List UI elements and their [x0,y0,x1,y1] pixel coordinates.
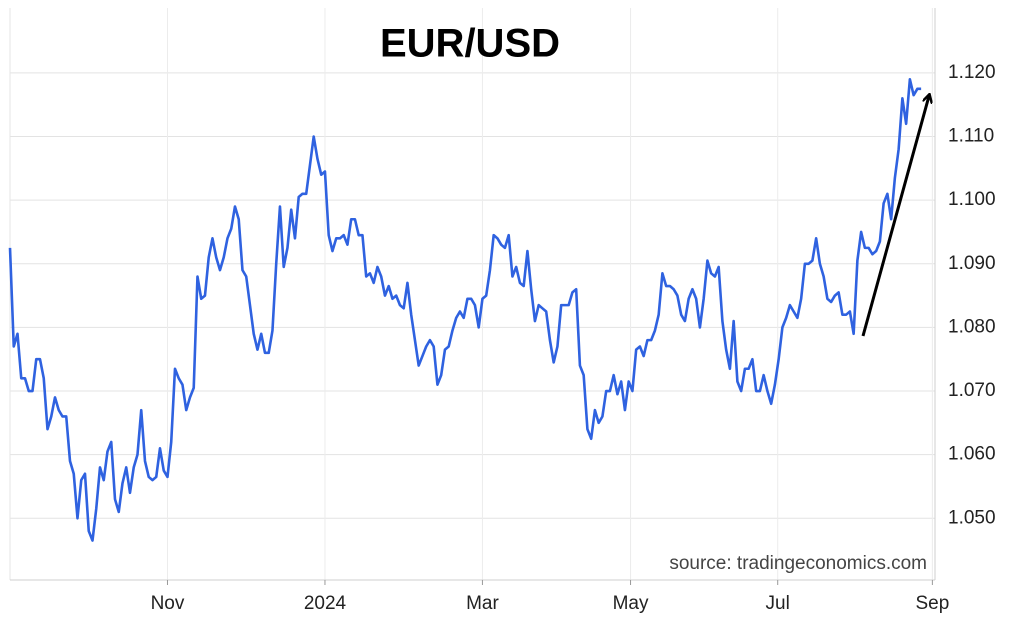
y-tick-label: 1.120 [948,62,996,83]
x-tick-label: Jul [766,593,790,614]
chart-title: EUR/USD [380,22,560,66]
y-tick-label: 1.050 [948,507,996,528]
y-tick-label: 1.100 [948,189,996,210]
source-note: source: tradingeconomics.com [669,553,927,574]
trend-arrow [861,96,929,337]
y-tick-label: 1.080 [948,316,996,337]
marks [8,77,922,542]
x-tick-label: Sep [915,593,949,614]
y-tick-label: 1.060 [948,444,996,465]
x-tick-label: Mar [466,593,499,614]
y-tick-label: 1.110 [948,126,994,147]
x-tick-label: 2024 [304,593,347,614]
x-tick-label: Nov [151,593,185,614]
x-tick-label: May [613,593,649,614]
y-tick-label: 1.070 [948,380,996,401]
price-line [8,77,922,542]
y-tick-label: 1.090 [948,253,996,274]
grid [10,8,935,580]
